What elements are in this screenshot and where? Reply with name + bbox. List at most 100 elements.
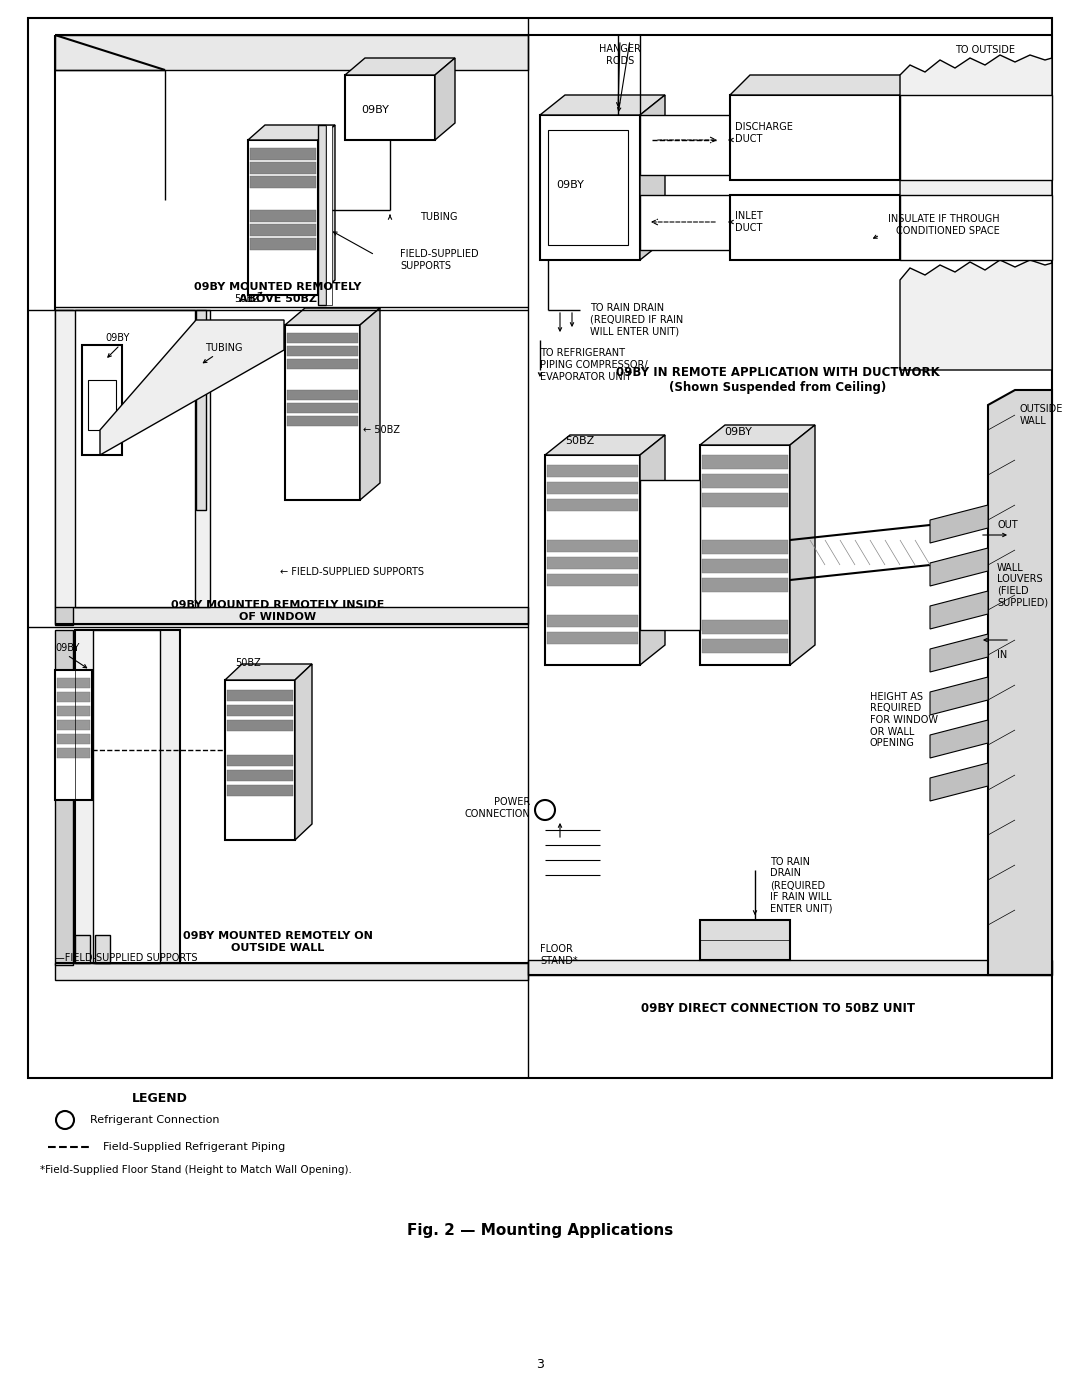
Polygon shape — [640, 95, 665, 260]
Text: Field-Supplied Refrigerant Piping: Field-Supplied Refrigerant Piping — [103, 1141, 285, 1153]
Polygon shape — [55, 35, 528, 70]
Polygon shape — [930, 634, 988, 672]
Bar — [57, 733, 90, 745]
Polygon shape — [730, 196, 900, 260]
Polygon shape — [55, 608, 528, 624]
Bar — [287, 416, 357, 426]
Bar — [227, 785, 293, 796]
Polygon shape — [435, 59, 455, 140]
Polygon shape — [528, 960, 1052, 975]
Text: 09BY: 09BY — [724, 427, 752, 437]
Text: Refrigerant Connection: Refrigerant Connection — [90, 1115, 219, 1125]
Bar — [227, 719, 293, 731]
Bar — [326, 124, 332, 305]
Text: Fig. 2 — Mounting Applications: Fig. 2 — Mounting Applications — [407, 1222, 673, 1238]
Polygon shape — [700, 425, 815, 446]
Text: 09BY IN REMOTE APPLICATION WITH DUCTWORK
(Shown Suspended from Ceiling): 09BY IN REMOTE APPLICATION WITH DUCTWORK… — [616, 366, 940, 394]
Bar — [227, 690, 293, 701]
Text: 09BY: 09BY — [55, 643, 79, 652]
Text: TO REFRIGERANT
PIPING COMPRESSOR/
EVAPORATOR UNIT: TO REFRIGERANT PIPING COMPRESSOR/ EVAPOR… — [540, 348, 648, 381]
Bar — [545, 455, 640, 665]
Polygon shape — [930, 504, 988, 543]
Text: FIELD-SUPPLIED
SUPPORTS: FIELD-SUPPLIED SUPPORTS — [400, 249, 478, 271]
Polygon shape — [900, 260, 1052, 370]
Bar — [700, 446, 789, 665]
Text: HEIGHT AS
REQUIRED
FOR WINDOW
OR WALL
OPENING: HEIGHT AS REQUIRED FOR WINDOW OR WALL OP… — [870, 692, 939, 749]
Bar — [287, 390, 357, 400]
Bar — [546, 615, 638, 627]
Bar — [55, 671, 92, 800]
Polygon shape — [900, 54, 1052, 260]
Bar — [318, 124, 326, 305]
Bar — [57, 747, 90, 759]
Bar — [57, 705, 90, 717]
Text: TUBING: TUBING — [205, 344, 243, 353]
Bar — [702, 541, 788, 555]
Bar — [546, 574, 638, 585]
Polygon shape — [930, 548, 988, 585]
Bar — [287, 359, 357, 369]
Bar — [287, 402, 357, 414]
Bar — [249, 162, 316, 175]
Text: DISCHARGE
DUCT: DISCHARGE DUCT — [735, 122, 793, 144]
Text: 09BY DIRECT CONNECTION TO 50BZ UNIT: 09BY DIRECT CONNECTION TO 50BZ UNIT — [642, 1002, 915, 1014]
Polygon shape — [540, 95, 665, 115]
Bar — [287, 346, 357, 356]
Bar — [287, 332, 357, 344]
Text: ← 50BZ: ← 50BZ — [363, 425, 400, 434]
Polygon shape — [988, 390, 1052, 975]
Bar — [75, 935, 90, 963]
Text: 09BY: 09BY — [105, 332, 130, 344]
Text: 09BY MOUNTED REMOTELY
ABOVE 50BZ: 09BY MOUNTED REMOTELY ABOVE 50BZ — [194, 282, 362, 303]
Bar — [702, 493, 788, 507]
Polygon shape — [100, 320, 284, 455]
Bar — [702, 620, 788, 634]
Bar — [249, 210, 316, 222]
Bar — [249, 224, 316, 236]
Polygon shape — [75, 310, 195, 608]
Bar — [700, 921, 789, 960]
Bar — [546, 465, 638, 476]
Bar — [546, 631, 638, 644]
Bar — [195, 310, 206, 510]
Polygon shape — [55, 963, 528, 981]
Polygon shape — [318, 124, 335, 295]
Bar — [57, 719, 90, 731]
Bar — [57, 678, 90, 687]
Bar — [546, 541, 638, 552]
Text: TO RAIN
DRAIN
(REQUIRED
IF RAIN WILL
ENTER UNIT): TO RAIN DRAIN (REQUIRED IF RAIN WILL ENT… — [770, 856, 833, 914]
Bar — [28, 18, 1052, 1078]
Text: —FIELD-SUPPLIED SUPPORTS: —FIELD-SUPPLIED SUPPORTS — [55, 953, 198, 963]
Polygon shape — [345, 59, 455, 75]
Text: 09BY MOUNTED REMOTELY ON
OUTSIDE WALL: 09BY MOUNTED REMOTELY ON OUTSIDE WALL — [184, 932, 373, 953]
Text: OUT: OUT — [997, 520, 1017, 529]
Text: 09BY MOUNTED REMOTELY INSIDE
OF WINDOW: 09BY MOUNTED REMOTELY INSIDE OF WINDOW — [172, 601, 384, 622]
Text: WALL
LOUVERS
(FIELD
SUPPLIED): WALL LOUVERS (FIELD SUPPLIED) — [997, 563, 1048, 608]
Polygon shape — [900, 196, 1052, 260]
Bar — [546, 499, 638, 511]
Bar — [55, 630, 73, 965]
Bar — [702, 578, 788, 592]
Text: 50BZ: 50BZ — [234, 293, 260, 305]
Text: IN: IN — [997, 650, 1008, 659]
Text: 09BY: 09BY — [556, 180, 584, 190]
Polygon shape — [930, 763, 988, 800]
Text: 50BZ: 50BZ — [565, 436, 595, 446]
Text: 3: 3 — [536, 1358, 544, 1372]
Text: TO RAIN DRAIN
(REQUIRED IF RAIN
WILL ENTER UNIT): TO RAIN DRAIN (REQUIRED IF RAIN WILL ENT… — [590, 303, 684, 337]
Text: 50BZ: 50BZ — [235, 658, 261, 668]
Text: HANGER
RODS: HANGER RODS — [599, 45, 640, 66]
Bar — [227, 770, 293, 781]
Text: TUBING: TUBING — [420, 212, 458, 222]
Polygon shape — [640, 434, 665, 665]
Bar — [546, 482, 638, 495]
Text: OUTSIDE
WALL: OUTSIDE WALL — [1020, 404, 1064, 426]
Text: POWER
CONNECTION: POWER CONNECTION — [464, 798, 530, 819]
Polygon shape — [930, 678, 988, 715]
Polygon shape — [295, 664, 312, 840]
Bar — [702, 638, 788, 652]
Polygon shape — [640, 196, 730, 250]
Text: ← FIELD-SUPPLIED SUPPORTS: ← FIELD-SUPPLIED SUPPORTS — [280, 567, 424, 577]
Bar — [95, 935, 110, 963]
Bar — [249, 176, 316, 189]
